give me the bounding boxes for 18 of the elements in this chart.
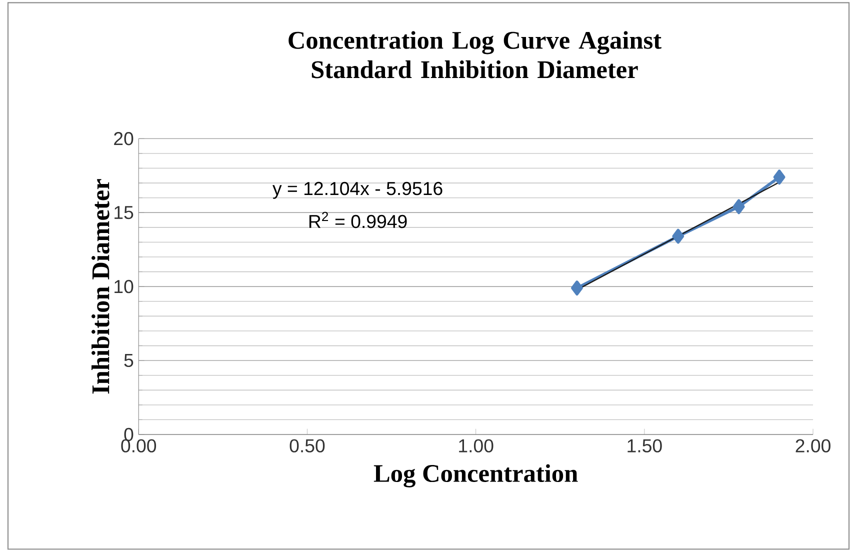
annotation: y = 12.104x - 5.9516 [272, 182, 442, 199]
point [773, 169, 786, 184]
x-tick-label: 0.00 [121, 438, 156, 452]
y-tick-label: 20 [114, 132, 134, 146]
x-tick-label: 0.50 [290, 438, 325, 452]
point [672, 228, 684, 244]
y-tick-label: 15 [114, 206, 134, 219]
y-axis-title: Inhibition Diameter [92, 178, 110, 394]
y-tick-label: 10 [114, 280, 134, 293]
x-tick-label: 1.00 [459, 438, 494, 452]
x-axis-title: Log Concentration [374, 464, 578, 488]
point [571, 280, 583, 296]
chart-title: Concentration Log Curve Against Standard Inhibition Diameter [288, 30, 662, 78]
annotation: R$^{2}$ = 0.9949 [309, 212, 407, 228]
x-tick-label: 2.00 [796, 438, 830, 452]
x-tick-label: 1.50 [628, 438, 662, 452]
point [732, 198, 745, 214]
y-tick-label: 5 [124, 354, 134, 367]
